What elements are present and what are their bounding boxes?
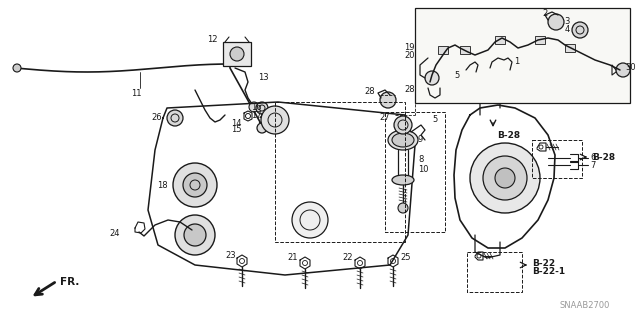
Text: 22: 22	[342, 254, 353, 263]
Text: 9: 9	[418, 136, 423, 145]
Circle shape	[394, 116, 412, 134]
Text: 7: 7	[590, 160, 595, 169]
Circle shape	[425, 71, 439, 85]
Circle shape	[183, 173, 207, 197]
Text: 29: 29	[258, 112, 269, 121]
Circle shape	[548, 14, 564, 30]
Text: 25: 25	[400, 253, 410, 262]
Circle shape	[483, 156, 527, 200]
Text: 8: 8	[418, 155, 424, 165]
Text: 16: 16	[252, 103, 262, 113]
Text: 17: 17	[252, 110, 262, 120]
Text: 13: 13	[258, 73, 269, 83]
Bar	[223, 42, 251, 66]
Bar	[495, 36, 505, 44]
Ellipse shape	[392, 175, 414, 185]
Bar	[565, 44, 575, 52]
Text: 27: 27	[380, 113, 390, 122]
Ellipse shape	[388, 130, 418, 150]
Text: 12: 12	[207, 35, 218, 44]
Text: 14: 14	[232, 120, 242, 129]
Bar	[467, 252, 522, 292]
Circle shape	[256, 102, 268, 114]
Text: 4: 4	[564, 26, 570, 34]
Circle shape	[261, 106, 289, 134]
Ellipse shape	[392, 133, 414, 147]
Text: 5: 5	[432, 115, 437, 124]
Text: 20: 20	[404, 51, 415, 61]
Text: B-22: B-22	[532, 258, 555, 268]
Circle shape	[13, 64, 21, 72]
Text: 18: 18	[157, 181, 168, 189]
Circle shape	[257, 123, 267, 133]
Circle shape	[616, 63, 630, 77]
Circle shape	[495, 168, 515, 188]
Bar	[460, 46, 470, 54]
Text: 3: 3	[564, 18, 570, 26]
Circle shape	[184, 224, 206, 246]
Text: B-22-1: B-22-1	[532, 268, 565, 277]
Text: 21: 21	[287, 254, 298, 263]
Circle shape	[470, 143, 540, 213]
Bar	[535, 36, 545, 44]
Circle shape	[249, 102, 259, 112]
Text: 19: 19	[404, 43, 415, 53]
Circle shape	[167, 110, 183, 126]
Circle shape	[230, 47, 244, 61]
Text: 23: 23	[225, 251, 236, 261]
Text: 1: 1	[514, 57, 519, 66]
Text: 6: 6	[590, 153, 595, 162]
Bar	[385, 112, 445, 232]
Circle shape	[173, 163, 217, 207]
Text: 28: 28	[364, 87, 375, 97]
Text: SNAAB2700: SNAAB2700	[560, 301, 611, 310]
Text: 15: 15	[232, 125, 242, 135]
Text: 28: 28	[404, 85, 415, 94]
Text: FR.: FR.	[60, 277, 79, 287]
Circle shape	[398, 203, 408, 213]
Text: B-28: B-28	[497, 130, 520, 139]
Circle shape	[380, 92, 396, 108]
Text: 26: 26	[152, 114, 162, 122]
Text: 2: 2	[543, 10, 548, 19]
Text: 11: 11	[131, 88, 141, 98]
Bar	[415, 8, 630, 103]
Text: 30: 30	[625, 63, 636, 72]
Text: 5: 5	[455, 70, 460, 79]
Circle shape	[292, 202, 328, 238]
Circle shape	[175, 215, 215, 255]
Text: B-28: B-28	[592, 152, 615, 161]
Text: 10: 10	[418, 166, 429, 174]
Text: 24: 24	[109, 229, 120, 239]
Circle shape	[572, 22, 588, 38]
Bar	[438, 46, 448, 54]
Bar	[275, 102, 405, 242]
Bar	[532, 140, 582, 178]
